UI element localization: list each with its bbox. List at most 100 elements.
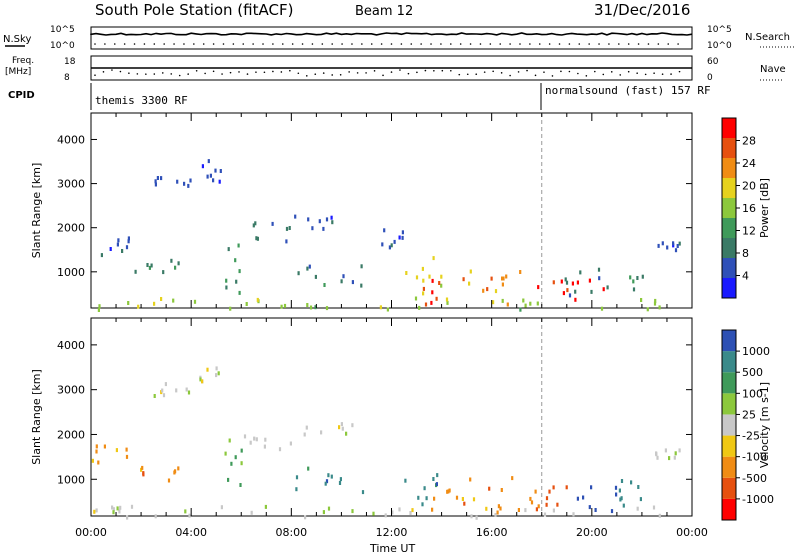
nsearch-dot [113,43,116,45]
power-cell [225,285,228,290]
power-cell [314,274,317,279]
velocity-cell [93,509,96,514]
power-cell [501,276,504,281]
nsearch-dot [667,43,670,45]
velocity-cell [411,508,414,513]
nave-dot [322,72,325,74]
velocity-cell [185,387,188,392]
nave-tick-top: 60 [707,57,719,67]
nave-dot [187,73,189,75]
velocity-cell [537,504,540,509]
power-cell [109,247,112,251]
power-colorbar-segment [722,198,736,218]
velocity-cell [432,477,435,481]
nsearch-dot [420,43,422,45]
nave-dot [128,72,130,74]
nsky-label: N.Sky [3,34,31,45]
velocity-cell [494,513,497,517]
nave-dot [670,73,672,75]
nave-dot [399,69,401,71]
velocity-cell [351,509,354,514]
velocity-colorbar-tick-label: 100 [742,387,763,400]
velocity-colorbar-label: Velocity [m s-1] [758,382,771,468]
power-cell [469,269,472,274]
velocity-cell [517,508,520,512]
power-cell [285,239,288,244]
nave-dot [356,72,359,74]
nave-dot [382,74,384,77]
velocity-colorbar-tick-label: -500 [742,472,767,485]
velocity-ylabel: Slant Range [km] [30,369,43,465]
nave-dot [466,73,469,76]
velocity-cell [446,489,449,494]
velocity-cell [472,497,476,502]
power-cell [640,298,643,302]
nsearch-dot [558,43,561,45]
figure-title: South Pole Station (fitACF) [95,1,293,19]
velocity-cell [199,377,202,382]
power-cell [117,238,120,243]
velocity-cell [615,492,618,497]
nsky-tick-top: 10^5 [50,25,75,35]
velocity-cell [351,423,354,428]
velocity-cell [217,371,220,376]
velocity-cell [224,451,227,456]
power-colorbar-segment [722,218,736,238]
nsearch-dot [538,43,541,45]
power-cell [212,178,215,183]
power-cell [209,173,212,178]
power-ytick-label: 2000 [57,222,85,235]
date-label: 31/Dec/2016 [594,1,690,19]
nave-dot [390,71,393,73]
velocity-cell [184,509,187,514]
nsky-trace [90,32,693,45]
power-cell [172,298,175,303]
nsearch-dot [212,43,215,45]
nave-dot [534,74,537,77]
nsearch-dot [351,43,353,45]
velocity-cell [409,511,412,515]
power-cell [238,269,241,274]
velocity-cell [556,502,559,507]
velocity-cell [610,509,614,514]
velocity-cell [295,487,298,492]
velocity-cell [320,430,323,435]
velocity-cell [618,488,621,493]
power-cell [565,280,569,285]
power-cell [636,276,639,280]
nave-dot [221,73,223,75]
nsearch-dot [637,43,640,45]
nsearch-dot [341,43,343,45]
nave-dot [280,71,283,73]
power-cell [183,181,186,186]
velocity-cell [161,388,164,393]
power-cell [340,279,343,284]
nave-dot [246,73,249,75]
velocity-cell [535,507,538,512]
nsearch-dot [173,43,175,45]
velocity-cell [154,514,157,519]
power-cell [206,174,209,179]
velocity-cell [678,448,681,453]
power-cell [428,274,431,279]
power-cell [405,271,408,275]
velocity-colorbar-segment [722,435,736,457]
velocity-cell [372,511,375,516]
power-cell [560,279,563,284]
nave-dot [407,72,410,75]
power-cell [519,307,522,312]
nsearch-dot [153,43,156,45]
power-colorbar-tick-label: 4 [742,270,749,283]
power-cell [127,301,130,305]
power-cell [280,304,283,309]
velocity-cell [630,480,633,485]
nsky-tick-bottom: 10^0 [50,41,75,51]
velocity-cell [674,451,677,456]
nave-dot [475,73,478,76]
power-cell [162,270,165,275]
nave-dot [94,74,96,76]
nave-dot [433,69,435,72]
velocity-cell [565,485,568,490]
velocity-cell [327,473,330,478]
nsearch-dot [390,43,393,45]
